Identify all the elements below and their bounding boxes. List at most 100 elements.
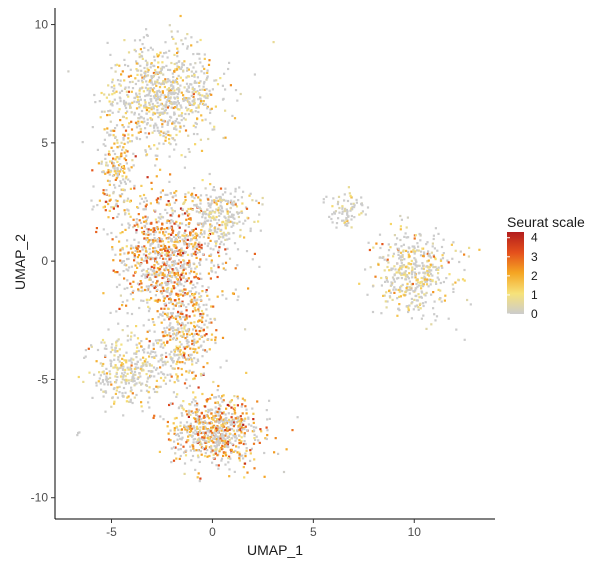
cell-point [173,139,176,142]
cell-point [109,373,112,376]
cell-point [389,291,392,294]
cell-point [166,334,169,337]
cell-point [434,319,437,322]
cell-point [177,224,180,227]
cell-point [349,194,352,197]
cell-point [143,120,146,123]
cell-point [157,216,160,219]
cell-point [201,102,205,106]
cell-point [147,233,150,236]
cell-point [151,48,154,51]
cell-point [113,165,116,168]
cell-point [220,207,224,210]
cell-point [140,226,143,229]
cell-point [204,431,207,434]
cell-point [199,258,202,261]
cell-point [213,444,216,448]
cell-point [201,320,204,324]
cell-point [228,438,231,441]
cell-point [174,304,177,307]
cell-point [179,334,182,337]
cell-point [136,256,139,259]
cell-point [213,228,216,232]
cell-point [203,323,206,326]
cell-point [92,185,95,188]
cell-point [379,246,382,250]
legend-tick-label: 2 [531,269,538,283]
cell-point [116,199,119,203]
cell-point [161,111,164,114]
cell-point [149,98,152,101]
cell-point [167,93,170,97]
cell-point [175,315,178,318]
cell-point [197,308,200,311]
cell-point [227,461,230,464]
cell-point [157,72,160,75]
cell-point [222,267,225,270]
cell-point [178,345,181,348]
cell-point [153,233,156,236]
cell-point [193,449,196,452]
cell-point [426,269,429,272]
cell-point [415,304,418,307]
cell-point [206,294,209,297]
cell-point [141,50,144,54]
cell-point [184,112,187,116]
cell-point [225,429,228,432]
cell-point [205,290,208,294]
cell-point [130,128,134,131]
cell-point [141,43,144,46]
cell-point [165,81,168,84]
cell-point [419,284,423,287]
cell-point [220,210,223,213]
cell-point [220,240,223,243]
cell-point [151,356,154,359]
cell-point [112,269,115,272]
cell-point [203,103,206,106]
cell-point [170,219,173,222]
cell-point [193,340,196,344]
cell-point [231,201,234,204]
cell-point [150,273,154,276]
cell-point [224,413,227,416]
cell-point [136,250,139,253]
cell-point [157,129,160,133]
cell-point [225,297,228,300]
cell-point [123,157,126,160]
cell-point [212,441,215,444]
cell-point [135,367,138,370]
cell-point [174,446,177,449]
cell-point [253,429,256,432]
cell-point [200,233,203,236]
cell-point [152,388,155,391]
cell-point [125,117,128,120]
cell-point [221,223,224,227]
cell-point [133,396,136,399]
cell-point [116,173,119,176]
cell-point [178,356,181,359]
cell-point [211,188,214,191]
cell-point [136,360,139,363]
cell-point [213,201,216,204]
cell-point [249,452,252,455]
cell-point [159,313,162,316]
cell-point [240,436,243,439]
cell-point [84,355,87,358]
cell-point [138,87,142,90]
cell-point [387,243,390,246]
cell-point [163,312,167,315]
cell-point [202,421,205,424]
y-tick-label: 10 [35,18,49,32]
cell-point [141,121,145,124]
cell-point [180,404,183,408]
cell-point [225,416,228,420]
cell-point [175,425,178,428]
cell-point [116,368,119,371]
cell-point [144,288,147,292]
cell-point [204,319,208,322]
cell-point [191,294,195,297]
cell-point [124,149,128,152]
cell-point [138,113,141,116]
cell-point [244,328,247,331]
cell-point [361,204,364,207]
